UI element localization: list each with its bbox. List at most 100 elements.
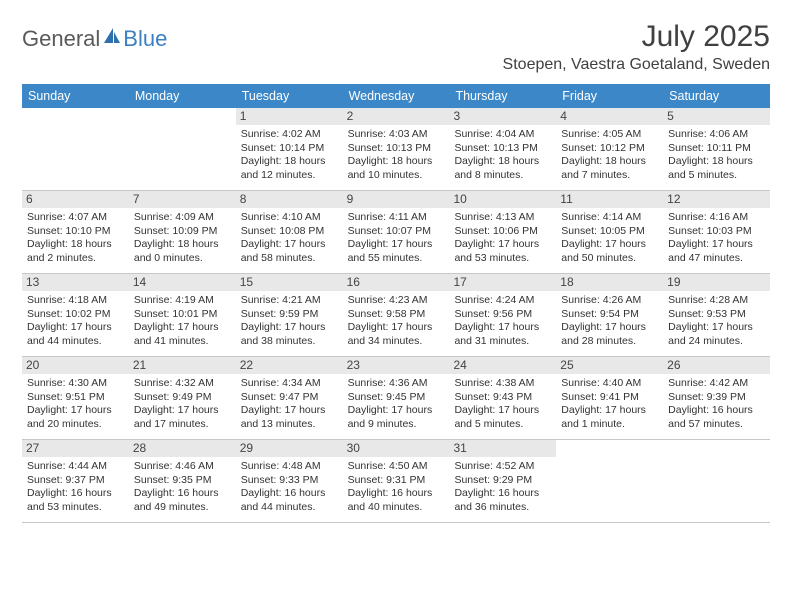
header: General Blue July 2025 Stoepen, Vaestra … [22, 20, 770, 74]
sunrise-line: Sunrise: 4:10 AM [241, 211, 338, 224]
day-number: 5 [663, 108, 770, 125]
calendar-cell: 21Sunrise: 4:32 AMSunset: 9:49 PMDayligh… [129, 357, 236, 439]
sunset-line: Sunset: 10:13 PM [348, 142, 445, 155]
calendar-cell: 26Sunrise: 4:42 AMSunset: 9:39 PMDayligh… [663, 357, 770, 439]
calendar-body: 1Sunrise: 4:02 AMSunset: 10:14 PMDayligh… [22, 108, 770, 523]
sunset-line: Sunset: 9:51 PM [27, 391, 124, 404]
calendar-cell: 22Sunrise: 4:34 AMSunset: 9:47 PMDayligh… [236, 357, 343, 439]
calendar-row: 20Sunrise: 4:30 AMSunset: 9:51 PMDayligh… [22, 357, 770, 440]
calendar-cell: 1Sunrise: 4:02 AMSunset: 10:14 PMDayligh… [236, 108, 343, 190]
day-number: 6 [22, 191, 129, 208]
sunrise-line: Sunrise: 4:38 AM [454, 377, 551, 390]
daylight-line: Daylight: 16 hours and 49 minutes. [134, 487, 231, 514]
brand-blue: Blue [123, 26, 167, 52]
day-number: 19 [663, 274, 770, 291]
daylight-line: Daylight: 16 hours and 57 minutes. [668, 404, 765, 431]
daylight-line: Daylight: 17 hours and 24 minutes. [668, 321, 765, 348]
sunrise-line: Sunrise: 4:19 AM [134, 294, 231, 307]
sunset-line: Sunset: 9:54 PM [561, 308, 658, 321]
day-number: 4 [556, 108, 663, 125]
daylight-line: Daylight: 17 hours and 41 minutes. [134, 321, 231, 348]
day-number: 10 [449, 191, 556, 208]
day-number: 2 [343, 108, 450, 125]
calendar-cell: 2 Sunrise: 4:03 AMSunset: 10:13 PMDayligh… [343, 108, 450, 190]
sunrise-line: Sunrise: 4:14 AM [561, 211, 658, 224]
sunset-line: Sunset: 10:02 PM [27, 308, 124, 321]
calendar-cell-empty [556, 440, 663, 522]
calendar-cell: 31Sunrise: 4:52 AMSunset: 9:29 PMDayligh… [449, 440, 556, 522]
sunrise-line: Sunrise: 4:09 AM [134, 211, 231, 224]
sunrise-line: Sunrise: 4:03 AM [348, 128, 445, 141]
sunrise-line: Sunrise: 4:23 AM [348, 294, 445, 307]
calendar-cell: 18Sunrise: 4:26 AMSunset: 9:54 PMDayligh… [556, 274, 663, 356]
sunset-line: Sunset: 10:11 PM [668, 142, 765, 155]
day-header: Friday [556, 84, 663, 108]
daylight-line: Daylight: 18 hours and 5 minutes. [668, 155, 765, 182]
sunrise-line: Sunrise: 4:06 AM [668, 128, 765, 141]
day-header: Monday [129, 84, 236, 108]
sunrise-line: Sunrise: 4:28 AM [668, 294, 765, 307]
calendar-cell: 14Sunrise: 4:19 AMSunset: 10:01 PMDaylig… [129, 274, 236, 356]
day-number: 21 [129, 357, 236, 374]
sunset-line: Sunset: 9:47 PM [241, 391, 338, 404]
day-header: Thursday [449, 84, 556, 108]
month-title: July 2025 [503, 20, 770, 54]
title-block: July 2025 Stoepen, Vaestra Goetaland, Sw… [503, 20, 770, 74]
daylight-line: Daylight: 18 hours and 2 minutes. [27, 238, 124, 265]
daylight-line: Daylight: 17 hours and 55 minutes. [348, 238, 445, 265]
daylight-line: Daylight: 18 hours and 10 minutes. [348, 155, 445, 182]
calendar-cell: 12Sunrise: 4:16 AMSunset: 10:03 PMDaylig… [663, 191, 770, 273]
sunset-line: Sunset: 9:58 PM [348, 308, 445, 321]
day-header: Saturday [663, 84, 770, 108]
sunrise-line: Sunrise: 4:16 AM [668, 211, 765, 224]
calendar-cell: 27Sunrise: 4:44 AMSunset: 9:37 PMDayligh… [22, 440, 129, 522]
day-number: 13 [22, 274, 129, 291]
calendar-cell: 6Sunrise: 4:07 AMSunset: 10:10 PMDayligh… [22, 191, 129, 273]
day-number: 16 [343, 274, 450, 291]
calendar-row: 13Sunrise: 4:18 AMSunset: 10:02 PMDaylig… [22, 274, 770, 357]
day-number: 25 [556, 357, 663, 374]
calendar-cell: 29Sunrise: 4:48 AMSunset: 9:33 PMDayligh… [236, 440, 343, 522]
sunset-line: Sunset: 9:49 PM [134, 391, 231, 404]
sunrise-line: Sunrise: 4:30 AM [27, 377, 124, 390]
day-number: 9 [343, 191, 450, 208]
daylight-line: Daylight: 17 hours and 31 minutes. [454, 321, 551, 348]
sunrise-line: Sunrise: 4:42 AM [668, 377, 765, 390]
daylight-line: Daylight: 17 hours and 5 minutes. [454, 404, 551, 431]
calendar-cell: 30Sunrise: 4:50 AMSunset: 9:31 PMDayligh… [343, 440, 450, 522]
calendar-header-row: SundayMondayTuesdayWednesdayThursdayFrid… [22, 84, 770, 108]
calendar-cell: 24Sunrise: 4:38 AMSunset: 9:43 PMDayligh… [449, 357, 556, 439]
day-number: 18 [556, 274, 663, 291]
brand-logo: General Blue [22, 26, 167, 52]
day-number: 31 [449, 440, 556, 457]
calendar-cell: 28Sunrise: 4:46 AMSunset: 9:35 PMDayligh… [129, 440, 236, 522]
sunrise-line: Sunrise: 4:21 AM [241, 294, 338, 307]
sunset-line: Sunset: 10:14 PM [241, 142, 338, 155]
calendar-cell: 7Sunrise: 4:09 AMSunset: 10:09 PMDayligh… [129, 191, 236, 273]
calendar-row: 1Sunrise: 4:02 AMSunset: 10:14 PMDayligh… [22, 108, 770, 191]
sunset-line: Sunset: 9:29 PM [454, 474, 551, 487]
calendar-cell-empty [22, 108, 129, 190]
daylight-line: Daylight: 17 hours and 9 minutes. [348, 404, 445, 431]
calendar-row: 6Sunrise: 4:07 AMSunset: 10:10 PMDayligh… [22, 191, 770, 274]
sunrise-line: Sunrise: 4:02 AM [241, 128, 338, 141]
sunset-line: Sunset: 10:12 PM [561, 142, 658, 155]
calendar-cell: 17Sunrise: 4:24 AMSunset: 9:56 PMDayligh… [449, 274, 556, 356]
daylight-line: Daylight: 18 hours and 7 minutes. [561, 155, 658, 182]
calendar-cell: 16Sunrise: 4:23 AMSunset: 9:58 PMDayligh… [343, 274, 450, 356]
day-number: 12 [663, 191, 770, 208]
calendar-cell: 5 Sunrise: 4:06 AMSunset: 10:11 PMDayligh… [663, 108, 770, 190]
sunset-line: Sunset: 9:33 PM [241, 474, 338, 487]
sunrise-line: Sunrise: 4:40 AM [561, 377, 658, 390]
calendar-cell: 20Sunrise: 4:30 AMSunset: 9:51 PMDayligh… [22, 357, 129, 439]
sunset-line: Sunset: 10:03 PM [668, 225, 765, 238]
sunset-line: Sunset: 9:37 PM [27, 474, 124, 487]
day-number: 14 [129, 274, 236, 291]
calendar: SundayMondayTuesdayWednesdayThursdayFrid… [22, 84, 770, 523]
sunrise-line: Sunrise: 4:34 AM [241, 377, 338, 390]
sunset-line: Sunset: 9:45 PM [348, 391, 445, 404]
daylight-line: Daylight: 16 hours and 53 minutes. [27, 487, 124, 514]
sail-icon [102, 26, 122, 52]
day-number: 23 [343, 357, 450, 374]
day-number: 11 [556, 191, 663, 208]
